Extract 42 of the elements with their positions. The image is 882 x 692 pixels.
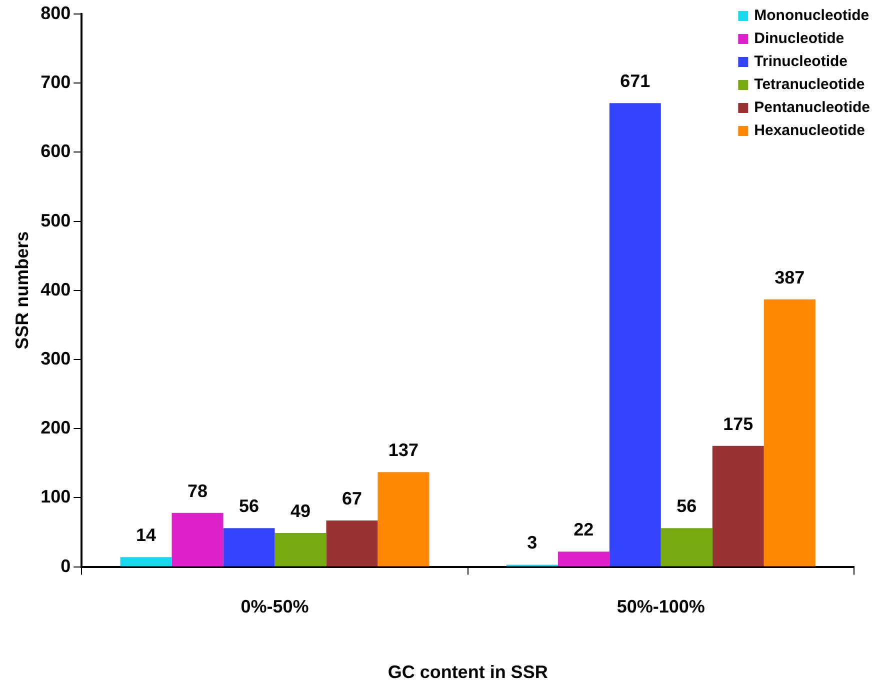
legend-label: Trinucleotide	[754, 53, 848, 70]
legend-label: Mononucleotide	[754, 7, 870, 24]
data-label: 14	[136, 525, 156, 546]
data-label: 137	[388, 440, 418, 460]
legend-label: Pentanucleotide	[754, 99, 870, 116]
y-tick-label: 400	[40, 279, 71, 300]
y-tick-label: 200	[40, 418, 71, 438]
data-label: 78	[187, 480, 208, 501]
legend-label: Dinucleotide	[754, 30, 844, 48]
legend-label: Tetranucleotide	[754, 76, 865, 94]
bar	[172, 512, 224, 566]
data-label: 175	[723, 414, 754, 434]
data-label: 22	[574, 520, 594, 540]
bar	[609, 103, 661, 566]
bar	[660, 528, 712, 566]
y-tick-label: 0	[60, 556, 71, 576]
data-label: 671	[620, 71, 650, 92]
y-tick-label: 100	[40, 486, 71, 507]
x-axis-title: GC content in SSR	[388, 662, 548, 682]
y-tick-label: 700	[40, 72, 71, 92]
data-label: 49	[290, 500, 310, 521]
bar	[326, 520, 378, 566]
y-tick-label: 300	[40, 348, 71, 368]
data-label: 3	[527, 532, 538, 553]
bar	[274, 532, 326, 566]
data-label: 56	[238, 496, 259, 516]
data-label: 56	[676, 496, 697, 516]
y-tick-label: 500	[40, 210, 71, 230]
bar	[378, 472, 430, 566]
bar	[558, 552, 610, 566]
data-label: 387	[774, 267, 805, 288]
bar	[223, 528, 275, 566]
data-label: 67	[342, 488, 362, 508]
y-tick-label: 800	[40, 2, 71, 23]
bar	[764, 299, 816, 566]
bar	[712, 446, 764, 566]
x-tick-label: 50%-100%	[616, 596, 705, 617]
legend-label: Hexanucleotide	[754, 122, 866, 140]
x-tick-label: 0%-50%	[240, 596, 309, 617]
y-axis-title: SSR numbers	[12, 231, 32, 350]
bar	[120, 557, 172, 566]
y-tick-label: 600	[40, 141, 71, 162]
